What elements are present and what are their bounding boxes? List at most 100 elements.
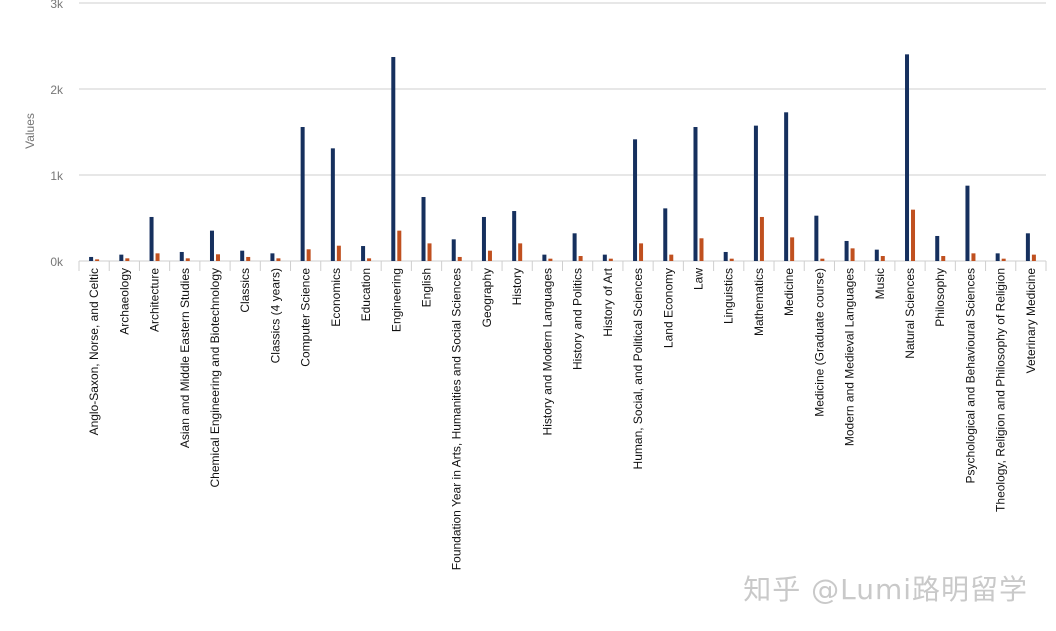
bar-series-2 [336,245,341,261]
bar-series-1 [149,216,154,261]
bar-series-1 [542,254,547,261]
bar-series-1 [89,256,94,261]
bar-series-2 [941,256,946,261]
bar-series-1 [935,235,940,261]
x-category-label: Psychological and Behavioural Sciences [963,268,977,483]
bar-series-1 [361,246,366,261]
bar-series-2 [367,258,372,261]
x-category-label: Asian and Middle Eastern Studies [178,268,192,448]
bar-series-1 [240,250,245,261]
bar-series-2 [639,243,644,261]
bar-series-1 [663,208,668,261]
x-category-label: Land Economy [661,268,675,348]
x-category-label: Classics [238,268,252,313]
x-category-label: Architecture [148,268,162,332]
bar-series-2 [729,258,734,261]
bar-series-2 [125,258,130,261]
bar-series-2 [155,253,160,261]
x-category-label: Philosophy [933,268,947,327]
x-category-label: History and Modern Languages [540,268,554,435]
bar-series-1 [391,57,396,262]
x-category-label: Archaeology [117,268,131,335]
bar-series-2 [397,230,402,261]
x-category-label: Chemical Engineering and Biotechnology [208,268,222,487]
bar-series-1 [270,253,275,261]
bar-series-2 [669,254,674,261]
x-category-label: Mathematics [752,268,766,336]
x-category-label: Human, Social, and Political Sciences [631,268,645,469]
bar-series-1 [844,240,849,261]
bar-series-2 [518,243,523,261]
bar-series-2 [790,237,795,261]
y-tick-label: 0k [50,255,64,269]
bar-series-2 [276,258,281,261]
x-category-label: History of Art [601,267,615,336]
bar-series-2 [850,248,855,261]
y-tick-label: 1k [50,169,64,183]
bar-series-2 [246,256,251,261]
bar-series-1 [512,211,517,261]
bar-series-2 [427,243,432,261]
bar-series-1 [995,253,1000,261]
bar-series-1 [572,233,577,261]
x-category-label: Veterinary Medicine [1024,268,1038,374]
bar-series-2 [608,258,613,261]
bar-series-2 [95,259,100,261]
y-tick-label: 2k [50,83,64,97]
bar-series-1 [451,239,456,261]
bar-series-2 [911,209,916,261]
x-category-label: Anglo-Saxon, Norse, and Celtic [87,268,101,435]
bar-series-2 [487,250,492,261]
x-category-label: History and Politics [571,268,585,370]
bar-series-2 [185,258,190,261]
x-category-label: Economics [329,268,343,327]
bar-series-1 [633,139,638,261]
x-category-label: Natural Sciences [903,268,917,359]
x-category-label: Medicine (Graduate course) [812,268,826,417]
bar-series-1 [421,197,426,261]
bar-series-1 [814,215,819,261]
x-category-label: Law [691,268,705,290]
x-category-label: Theology, Religion and Philosophy of Rel… [994,268,1008,512]
x-category-label: Engineering [389,268,403,332]
x-category-label: Geography [480,268,494,327]
bar-series-1 [753,125,758,261]
bar-series-1 [784,112,789,261]
bar-series-2 [457,256,462,261]
bar-series-1 [119,254,124,261]
x-category-label: Modern and Medieval Languages [843,268,857,446]
bar-series-2 [880,256,885,261]
bar-series-2 [306,249,311,261]
x-category-label: Music [873,268,887,299]
bar-series-1 [209,230,214,261]
bar-series-2 [971,253,976,261]
bar-series-2 [578,256,583,261]
x-category-label: Medicine [782,268,796,316]
x-category-label: Education [359,268,373,321]
bar-series-1 [965,185,970,261]
bar-series-1 [602,254,607,261]
bar-series-2 [759,216,764,261]
bar-series-1 [905,54,910,262]
bar-series-1 [723,251,728,261]
y-axis-label: Values [23,113,37,149]
x-category-label: English [420,268,434,307]
bar-series-2 [699,238,704,261]
bar-series-1 [1025,233,1030,261]
x-category-label: Linguistics [722,268,736,324]
bar-series-1 [693,127,698,262]
bar-series-2 [1001,258,1006,261]
bar-series-1 [330,148,335,261]
x-category-label: Foundation Year in Arts, Humanities and … [450,268,464,570]
bar-series-2 [215,254,220,261]
watermark: 知乎 @Lumi路明留学 [743,573,1028,606]
x-category-label: History [510,268,524,305]
bar-series-2 [1031,254,1036,261]
bar-series-1 [179,251,184,261]
bar-series-1 [874,249,879,261]
bar-series-1 [300,127,305,262]
y-tick-label: 3k [50,0,64,11]
bar-series-2 [548,258,553,261]
bar-series-1 [481,216,486,261]
